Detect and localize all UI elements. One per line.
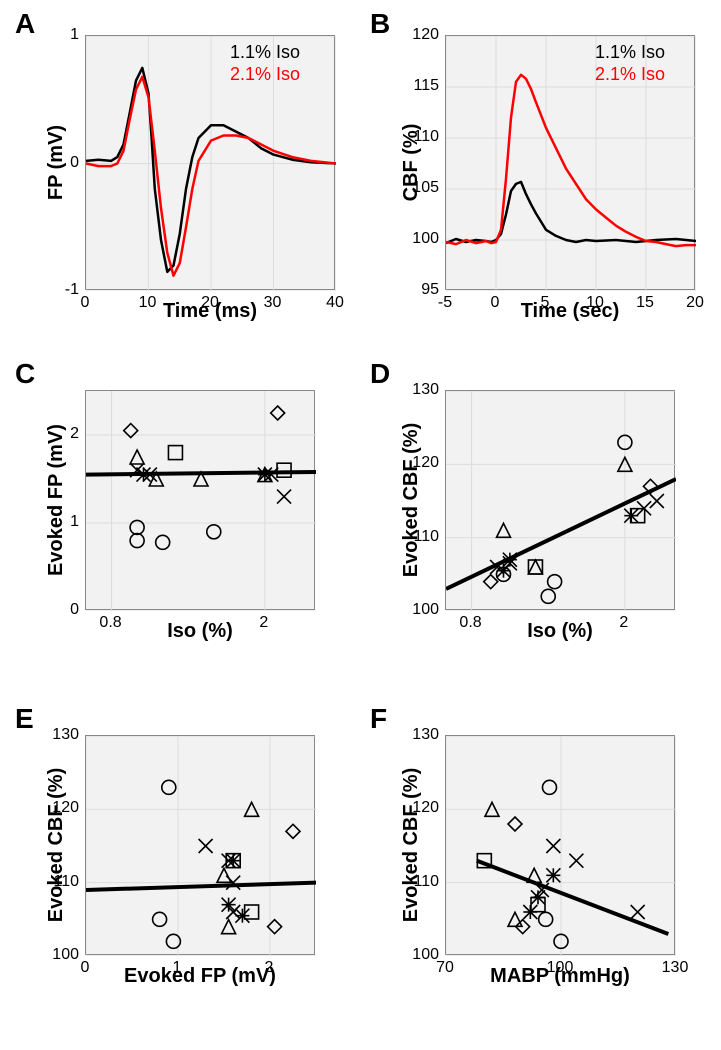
panel-label-e: E [15, 703, 34, 735]
panel-label-d: D [370, 358, 390, 390]
chart-d-svg [446, 391, 676, 611]
legend-a-1: 1.1% Iso [230, 42, 300, 63]
chart-f-svg [446, 736, 676, 956]
plot-e [85, 735, 315, 955]
panel-label-b: B [370, 8, 390, 40]
legend-b-1: 1.1% Iso [595, 42, 665, 63]
ylabel-b: CBF (%) [400, 35, 423, 290]
plot-d [445, 390, 675, 610]
plot-f [445, 735, 675, 955]
ylabel-c: Evoked FP (mV) [45, 390, 68, 610]
panel-label-a: A [15, 8, 35, 40]
chart-e-svg [86, 736, 316, 956]
plot-c [85, 390, 315, 610]
legend-a-2: 2.1% Iso [230, 64, 300, 85]
chart-c-svg [86, 391, 316, 611]
figure-root: A Time (ms) FP (mV) 1.1% Iso 2.1% Iso B … [0, 0, 721, 1050]
panel-label-c: C [15, 358, 35, 390]
legend-b-2: 2.1% Iso [595, 64, 665, 85]
panel-label-f: F [370, 703, 387, 735]
ylabel-f: Evoked CBF (%) [400, 735, 423, 955]
ylabel-e: Evoked CBF (%) [45, 735, 68, 955]
ylabel-d: Evoked CBF (%) [400, 390, 423, 610]
